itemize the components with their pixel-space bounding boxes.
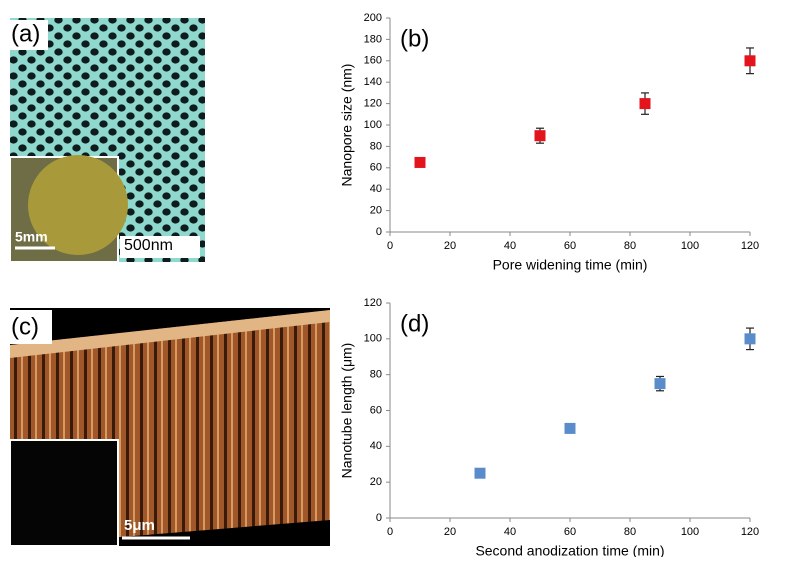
y-tick-label: 80 xyxy=(370,369,382,381)
data-point xyxy=(414,156,426,168)
scale-bar-label: 500nm xyxy=(124,237,173,254)
panel-label: (c) xyxy=(11,313,39,340)
y-tick-label: 100 xyxy=(364,119,382,131)
y-tick-label: 0 xyxy=(376,226,382,238)
sem-image-c: (c) 5μm xyxy=(8,308,330,547)
x-tick-label: 120 xyxy=(741,240,759,252)
sem-image-a: (a) 5mm 500nm xyxy=(8,18,205,263)
y-tick-label: 60 xyxy=(370,404,382,416)
scale-bar-label: 5μm xyxy=(124,517,155,534)
y-tick-label: 120 xyxy=(364,98,382,110)
y-tick-label: 80 xyxy=(370,140,382,152)
scale-bar-label: 5mm xyxy=(15,229,48,245)
y-axis-title: Nanotube length (μm) xyxy=(339,343,355,479)
y-axis-title: Nanopore size (nm) xyxy=(339,64,355,187)
data-point xyxy=(744,55,756,67)
data-point xyxy=(744,333,756,345)
x-tick-label: 60 xyxy=(564,526,576,538)
x-axis-title: Second anodization time (min) xyxy=(475,543,664,557)
data-point xyxy=(654,378,666,390)
y-tick-label: 100 xyxy=(364,333,382,345)
panel-label: (d) xyxy=(400,310,429,337)
y-tick-label: 0 xyxy=(376,512,382,524)
y-tick-label: 160 xyxy=(364,55,382,67)
y-tick-label: 140 xyxy=(364,76,382,88)
x-tick-label: 20 xyxy=(444,526,456,538)
data-point xyxy=(474,467,486,479)
y-tick-label: 120 xyxy=(364,297,382,309)
y-tick-label: 40 xyxy=(370,183,382,195)
y-tick-label: 60 xyxy=(370,162,382,174)
data-point xyxy=(534,130,546,142)
x-tick-label: 100 xyxy=(681,526,699,538)
x-tick-label: 80 xyxy=(624,526,636,538)
x-tick-label: 100 xyxy=(681,240,699,252)
x-tick-label: 40 xyxy=(504,240,516,252)
panel-label: (a) xyxy=(11,20,40,47)
x-axis-title: Pore widening time (min) xyxy=(493,257,648,273)
x-tick-label: 120 xyxy=(741,526,759,538)
x-tick-label: 80 xyxy=(624,240,636,252)
x-tick-label: 60 xyxy=(564,240,576,252)
x-tick-label: 20 xyxy=(444,240,456,252)
x-tick-label: 0 xyxy=(387,526,393,538)
y-tick-label: 180 xyxy=(364,33,382,45)
x-tick-label: 40 xyxy=(504,526,516,538)
y-tick-label: 20 xyxy=(370,205,382,217)
y-tick-label: 200 xyxy=(364,12,382,24)
y-tick-label: 20 xyxy=(370,476,382,488)
data-point xyxy=(564,422,576,434)
data-point xyxy=(639,98,651,110)
x-tick-label: 0 xyxy=(387,240,393,252)
panel-label: (b) xyxy=(400,25,429,52)
y-tick-label: 40 xyxy=(370,440,382,452)
